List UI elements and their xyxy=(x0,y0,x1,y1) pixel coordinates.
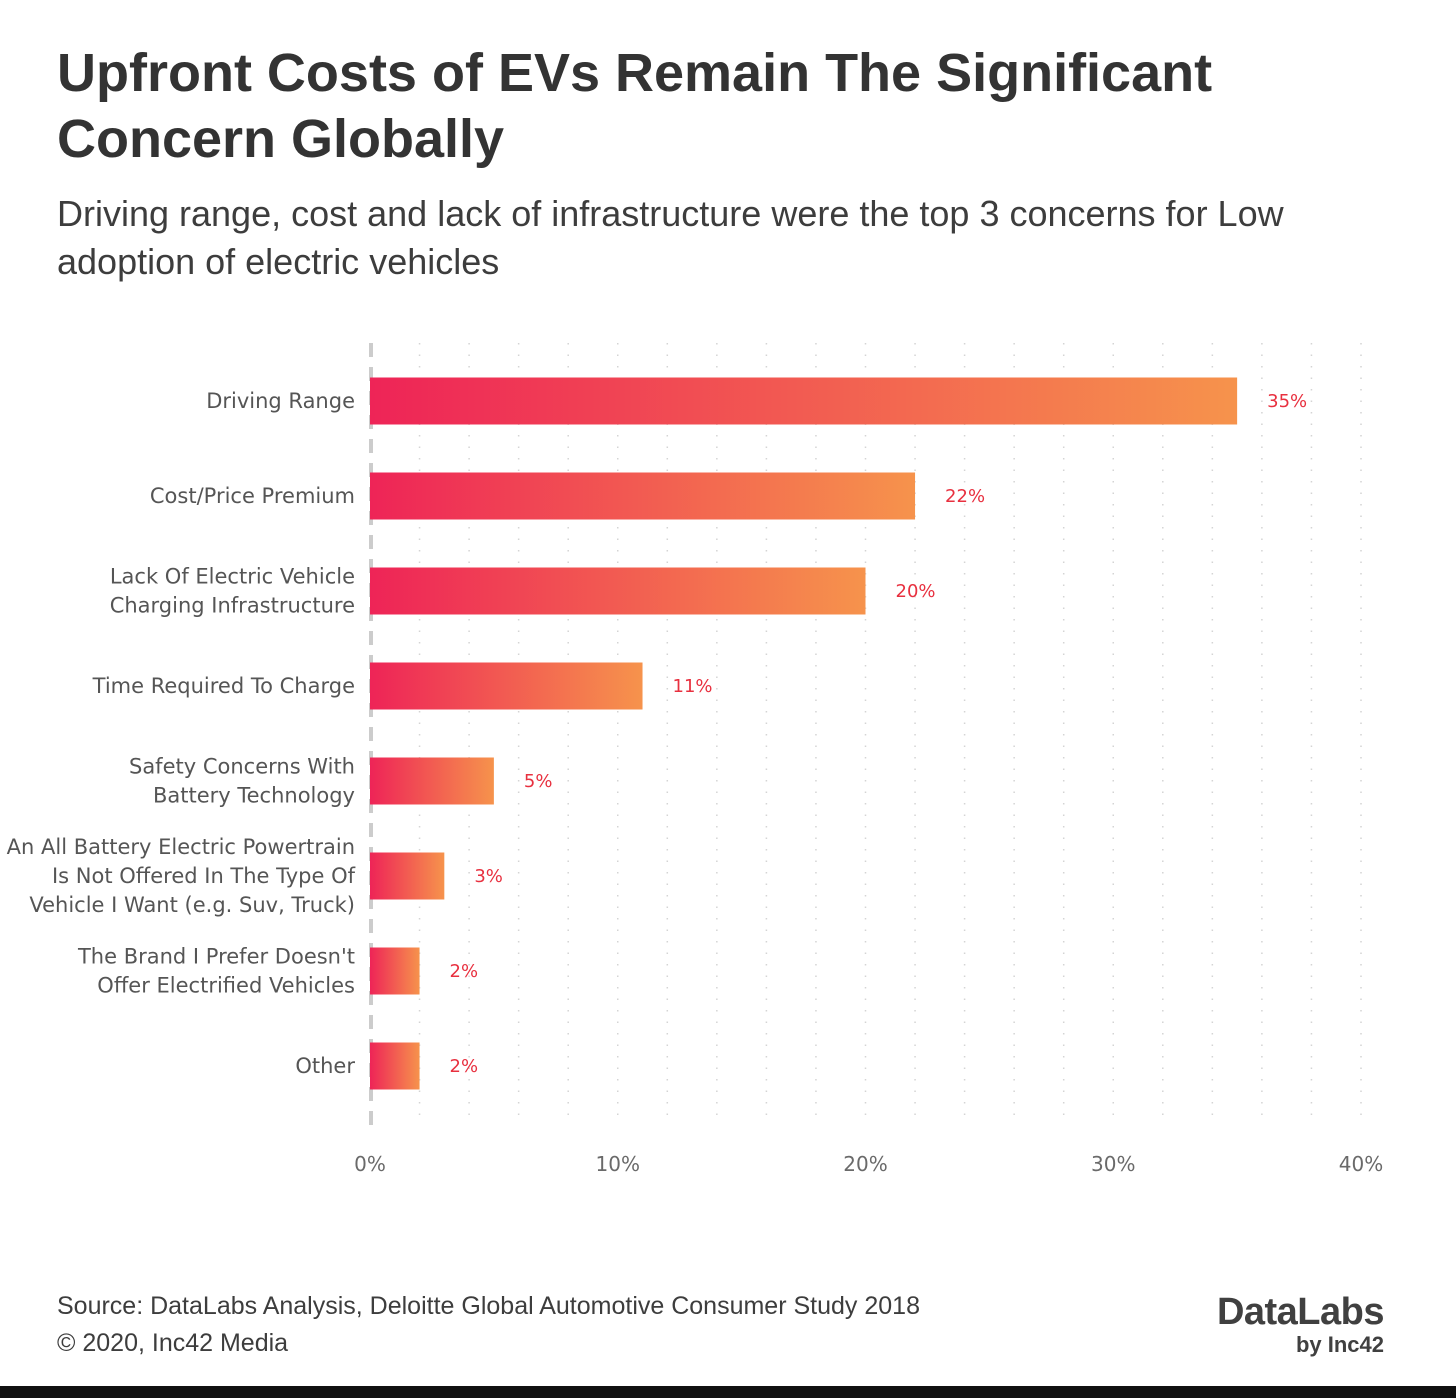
value-label: 2% xyxy=(450,1056,479,1077)
bar xyxy=(370,662,643,710)
value-labels: 35% 22% 20% 11% 5% 3% 2% 2% xyxy=(450,391,1308,1077)
bars xyxy=(370,377,1238,1090)
bottom-bar xyxy=(0,1386,1456,1398)
bar xyxy=(370,947,420,995)
value-label: 3% xyxy=(474,866,503,887)
category-label: Safety Concerns With Battery Technology xyxy=(129,755,355,808)
source-text: Source: DataLabs Analysis, Deloitte Glob… xyxy=(57,1292,920,1320)
tick-label: 0% xyxy=(354,1152,386,1176)
category-label: Driving Range xyxy=(206,389,355,413)
tick-label: 30% xyxy=(1091,1152,1135,1176)
bar xyxy=(370,1042,420,1090)
logo-main-text: DataLabs xyxy=(1216,1291,1385,1333)
category-label: Time Required To Charge xyxy=(92,674,355,698)
value-label: 20% xyxy=(896,581,936,602)
bar xyxy=(370,472,916,520)
bar xyxy=(370,757,494,805)
logo-sub-text: by Inc42 xyxy=(1295,1332,1384,1357)
bar-chart: Driving Range Cost/Price Premium Lack Of E… xyxy=(7,343,1383,1176)
value-label: 11% xyxy=(673,676,713,697)
bar xyxy=(370,377,1238,425)
category-label: Lack Of Electric Vehicle Charging Infrast… xyxy=(110,565,355,618)
x-axis-ticks: 0% 10% 20% 30% 40% xyxy=(354,1152,1383,1176)
value-label: 35% xyxy=(1267,391,1307,412)
grid-lines xyxy=(369,343,1362,1125)
source-note: Source: DataLabs Analysis, Deloitte Glob… xyxy=(57,1288,920,1362)
chart-subtitle: Driving range, cost and lack of infrastr… xyxy=(57,193,1284,282)
category-label: Other xyxy=(295,1054,355,1078)
copyright-text: © 2020, Inc42 Media xyxy=(57,1329,289,1357)
value-label: 22% xyxy=(945,486,985,507)
category-label: An All Battery Electric Powertrain Is Not… xyxy=(7,835,356,917)
bar xyxy=(370,852,445,900)
tick-label: 10% xyxy=(596,1152,640,1176)
category-label: Cost/Price Premium xyxy=(150,484,355,508)
datalabs-logo: DataLabs by Inc42 xyxy=(1216,1291,1385,1358)
category-labels: Driving Range Cost/Price Premium Lack Of E… xyxy=(7,389,356,1078)
value-label: 2% xyxy=(450,961,479,982)
bar xyxy=(370,567,866,615)
category-label: The Brand I Prefer Doesn't Offer Electrif… xyxy=(77,945,355,998)
chart-title: Upfront Costs of EVs Remain The Signific… xyxy=(57,43,1213,169)
value-label: 5% xyxy=(524,771,553,792)
tick-label: 40% xyxy=(1339,1152,1383,1176)
tick-label: 20% xyxy=(843,1152,887,1176)
